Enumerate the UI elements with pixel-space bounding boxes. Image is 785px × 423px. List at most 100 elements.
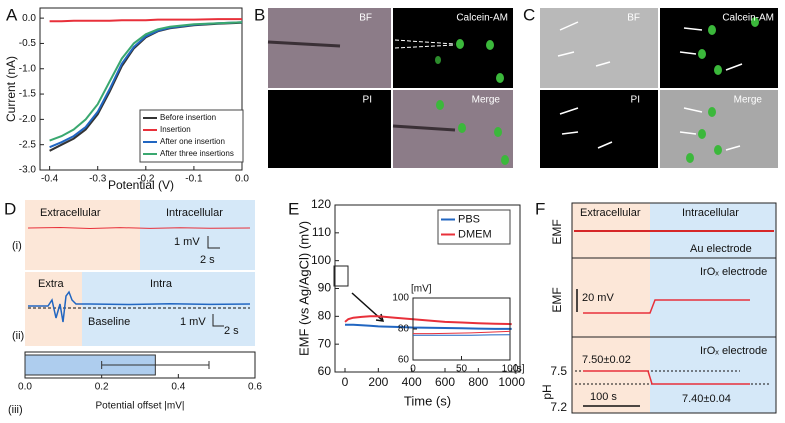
axis-label: pH	[540, 384, 554, 399]
region-label: Extracellular	[40, 207, 101, 219]
legend-label: PBS	[458, 213, 480, 225]
y-tick-label: 100	[392, 293, 409, 304]
micro-label: BF	[627, 13, 640, 24]
panel-d: Extracellular Intracellular (i) 1 mV 2 s…	[12, 200, 255, 346]
plot-frame	[39, 7, 243, 171]
x-tick-label: 100	[502, 364, 519, 375]
micro-label: PI	[631, 95, 640, 106]
x-tick-label: 1000	[498, 375, 525, 389]
x-tick-label: -0.3	[89, 174, 107, 185]
ph-annotation: 7.40±0.04	[682, 393, 731, 405]
y-tick-label: -3.0	[19, 165, 37, 176]
panel-letter: F	[535, 199, 545, 218]
region-label: Intra	[150, 278, 173, 290]
x-unit: [s]	[514, 364, 525, 375]
panel-letter: B	[254, 5, 265, 24]
x-axis-label: Potential offset |mV|	[96, 401, 185, 412]
y-axis-label: EMF (vs Ag/AgCl) (mV)	[296, 221, 311, 356]
x-tick-label: -0.1	[185, 174, 203, 185]
x-tick-label: 0	[410, 364, 416, 375]
x-axis-label: Time (s)	[404, 393, 451, 408]
micrograph-c: BF Calcein-AM PI Merge	[540, 8, 778, 168]
x-tick-label: 0.6	[248, 382, 262, 393]
ph-tick-label: 7.2	[550, 400, 567, 414]
x-tick-label: 0.4	[171, 382, 185, 393]
y-tick-label: -0.5	[19, 38, 37, 49]
panel-f: Extracellular Intracellular Au electrode…	[540, 202, 777, 414]
x-tick-label: 800	[468, 375, 488, 389]
legend-box	[437, 209, 511, 245]
scale-label: 2 s	[200, 254, 215, 266]
chart-label: (iii)	[8, 404, 23, 416]
y-tick-label: 80	[318, 309, 332, 323]
y-tick-label: -1.5	[19, 89, 37, 100]
electrode-label: IrOₓ electrode	[700, 266, 767, 278]
panel-letter: A	[6, 5, 18, 24]
data-line	[344, 315, 512, 326]
data-line	[413, 334, 511, 336]
y-tick-label: 0.0	[22, 13, 36, 24]
micro-label: PI	[363, 95, 372, 106]
x-tick-label: 0.0	[235, 174, 249, 185]
y-tick-label: 120	[311, 197, 331, 211]
panel-letter: E	[288, 199, 299, 218]
micro-label: Calcein-AM	[456, 13, 508, 24]
x-tick-label: 0.2	[95, 382, 109, 393]
y-tick-label: 100	[311, 253, 331, 267]
micro-label: Merge	[472, 95, 501, 106]
ph-tick-label: 7.5	[550, 364, 567, 378]
legend-label: Insertion	[160, 125, 191, 134]
baseline-label: Baseline	[88, 316, 130, 328]
y-tick-label: 110	[312, 225, 331, 239]
data-line	[345, 323, 512, 330]
panel-letter: D	[4, 199, 16, 218]
x-tick-label: 0	[342, 375, 349, 389]
legend-label: After three insertions	[160, 149, 234, 158]
scale-label: 1 mV	[174, 236, 200, 248]
y-tick-label: 60	[398, 355, 410, 366]
x-tick-label: 400	[402, 375, 422, 389]
error-bar	[101, 361, 210, 369]
legend-label: After one insertion	[160, 137, 225, 146]
ph-annotation: 7.50±0.02	[582, 354, 631, 366]
micrograph-b: BF Calcein-AM PI Merge	[267, 8, 513, 168]
y-axis-label: Current (nA)	[4, 56, 18, 122]
scale-label: 20 mV	[582, 292, 614, 304]
electrode-label: IrOₓ electrode	[700, 345, 767, 357]
region-label: Intracellular	[682, 207, 739, 219]
scale-label: 100 s	[590, 391, 617, 403]
micro-label: Calcein-AM	[722, 13, 774, 24]
axis-label: EMF	[550, 287, 564, 312]
x-tick-label: 600	[435, 375, 455, 389]
legend-label: Before insertion	[160, 113, 216, 122]
x-tick-label: 0.0	[18, 382, 32, 393]
trace-label: (ii)	[12, 330, 24, 342]
x-tick-label: -0.2	[137, 174, 155, 185]
legend-box	[139, 109, 244, 163]
micro-label: BF	[359, 13, 372, 24]
scale-label: 2 s	[224, 325, 239, 337]
region-label: Intracellular	[166, 207, 223, 219]
y-tick-label: 90	[318, 281, 332, 295]
y-tick-label: -2.5	[19, 139, 37, 150]
trace-label: (i)	[12, 240, 22, 252]
y-tick-label: 70	[318, 336, 332, 350]
micro-label: Merge	[734, 95, 763, 106]
y-unit: [mV]	[411, 284, 432, 295]
legend-label: DMEM	[458, 228, 492, 240]
x-tick-label: -0.4	[41, 174, 59, 185]
y-tick-label: 60	[318, 364, 332, 378]
y-tick-label: 80	[398, 324, 410, 335]
y-tick-label: -1.0	[19, 63, 37, 74]
axis-label: EMF	[550, 219, 564, 244]
region-label: Extra	[38, 278, 65, 290]
x-tick-label: 50	[456, 364, 468, 375]
x-axis-label: Potential (V)	[108, 178, 174, 192]
data-line	[49, 21, 243, 142]
zoom-indicator	[333, 265, 385, 322]
electrode-label: Au electrode	[690, 243, 752, 255]
x-tick-label: 200	[368, 375, 388, 389]
panel-letter: C	[523, 5, 535, 24]
y-tick-label: -2.0	[19, 114, 37, 125]
